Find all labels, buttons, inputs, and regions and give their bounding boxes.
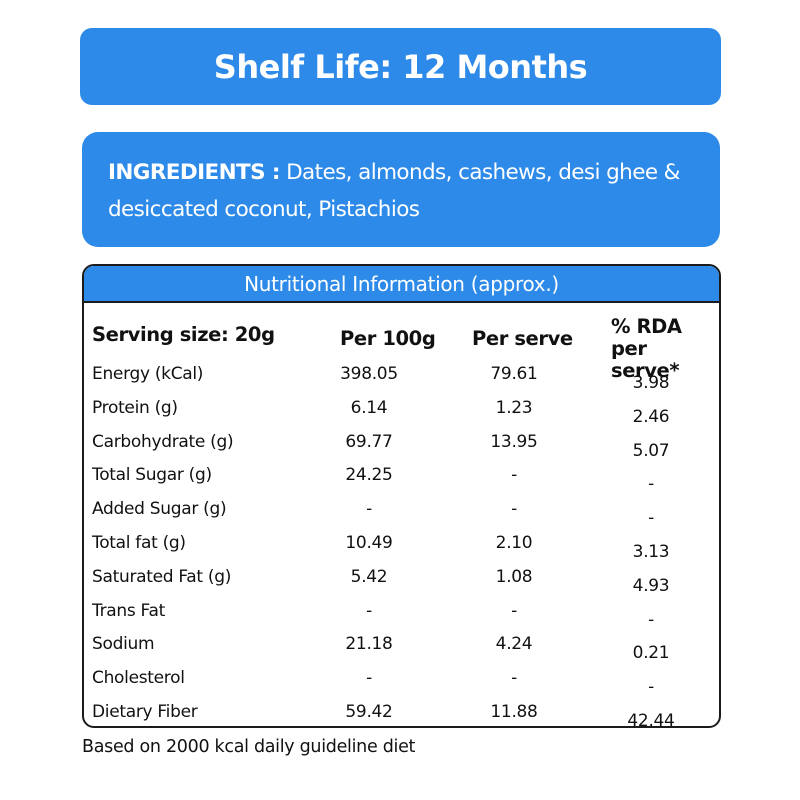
- nutrient-name: Protein (g): [92, 397, 178, 418]
- rda-value: 5.07: [632, 440, 670, 461]
- per-serve-header: Per serve: [472, 327, 573, 350]
- table-row: Energy (kCal) 398.05 79.61 3.98: [84, 364, 719, 394]
- nutrient-name: Cholesterol: [92, 668, 185, 689]
- per-100g-value: 398.05: [340, 364, 398, 384]
- nutrient-name: Carbohydrate (g): [92, 431, 234, 452]
- per-100g-value: 59.42: [345, 702, 393, 722]
- rda-value: -: [648, 677, 654, 698]
- rda-value: 3.98: [632, 373, 670, 393]
- rda-value: 3.13: [632, 542, 670, 562]
- table-row: Protein (g) 6.14 1.23 2.46: [84, 398, 719, 428]
- nutrient-name: Saturated Fat (g): [92, 566, 232, 587]
- rda-header-line2: per serve*: [611, 337, 680, 382]
- rda-value: -: [648, 609, 654, 630]
- table-row: Trans Fat - - -: [84, 601, 719, 631]
- rda-value: -: [648, 474, 654, 495]
- per-serve-value: -: [511, 668, 517, 689]
- per-serve-value: 1.08: [495, 566, 533, 587]
- per-100g-value: 69.77: [345, 431, 393, 452]
- per-100g-value: 24.25: [345, 465, 393, 486]
- per-serve-value: -: [511, 465, 517, 486]
- shelf-life-text: Shelf Life: 12 Months: [213, 47, 588, 86]
- table-row: Cholesterol - - -: [84, 668, 719, 698]
- per-100g-header: Per 100g: [340, 327, 436, 350]
- table-row: Total Sugar (g) 24.25 - -: [84, 465, 719, 495]
- nutrient-name: Added Sugar (g): [92, 499, 227, 520]
- nutrient-name: Total Sugar (g): [92, 465, 212, 486]
- per-100g-value: 21.18: [345, 634, 393, 655]
- nutrient-name: Energy (kCal): [92, 364, 204, 384]
- serving-size-header: Serving size: 20g: [92, 323, 275, 346]
- rda-header: % RDA per serve*: [611, 316, 719, 382]
- ingredients-panel: INGREDIENTS : Dates, almonds, cashews, d…: [82, 132, 720, 247]
- per-serve-value: -: [511, 600, 517, 621]
- rda-value: -: [648, 508, 654, 529]
- per-serve-value: 2.10: [495, 533, 533, 553]
- per-100g-value: 6.14: [350, 397, 388, 418]
- nutrient-name: Sodium: [92, 634, 155, 655]
- rda-value: 0.21: [632, 643, 670, 664]
- per-100g-value: -: [366, 499, 372, 520]
- ingredients-text: Dates, almonds, cashews, desi ghee & des…: [108, 160, 680, 222]
- footnote: Based on 2000 kcal daily guideline diet: [82, 737, 416, 757]
- table-row: Carbohydrate (g) 69.77 13.95 5.07: [84, 432, 719, 462]
- nutrition-title: Nutritional Information (approx.): [244, 271, 559, 296]
- nutrition-table: Nutritional Information (approx.) Servin…: [82, 264, 721, 728]
- rda-value: 4.93: [632, 575, 670, 596]
- per-serve-value: 1.23: [495, 397, 533, 418]
- table-row: Added Sugar (g) - - -: [84, 499, 719, 529]
- rda-header-line1: % RDA: [611, 315, 682, 338]
- per-serve-value: 79.61: [490, 364, 538, 384]
- per-serve-value: 11.88: [490, 702, 538, 722]
- nutrient-name: Dietary Fiber: [92, 702, 198, 722]
- per-100g-value: -: [366, 600, 372, 621]
- nutrition-title-bar: Nutritional Information (approx.): [84, 266, 719, 303]
- per-100g-value: -: [366, 668, 372, 689]
- table-row: Dietary Fiber 59.42 11.88 42.44: [84, 702, 719, 728]
- rda-value: 42.44: [627, 711, 675, 728]
- shelf-life-banner: Shelf Life: 12 Months: [80, 28, 721, 105]
- nutrient-name: Trans Fat: [92, 600, 165, 621]
- rda-value: 2.46: [632, 406, 670, 427]
- table-row: Sodium 21.18 4.24 0.21: [84, 634, 719, 664]
- per-100g-value: 10.49: [345, 533, 393, 553]
- per-100g-value: 5.42: [350, 566, 388, 587]
- table-row: Total fat (g) 10.49 2.10 3.13: [84, 533, 719, 563]
- table-row: Saturated Fat (g) 5.42 1.08 4.93: [84, 567, 719, 597]
- per-serve-value: 4.24: [495, 634, 533, 655]
- nutrient-name: Total fat (g): [92, 533, 186, 553]
- per-serve-value: 13.95: [490, 431, 538, 452]
- ingredients-label: INGREDIENTS :: [108, 160, 280, 185]
- per-serve-value: -: [511, 499, 517, 520]
